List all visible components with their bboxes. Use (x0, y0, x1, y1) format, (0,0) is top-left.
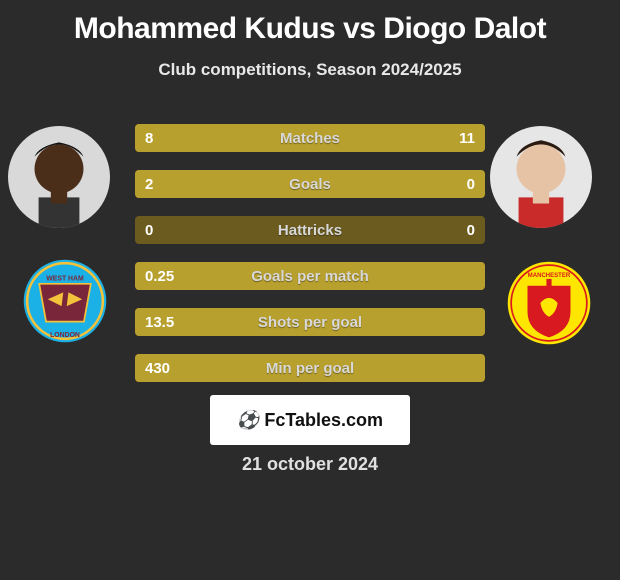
stat-row: Min per goal430 (135, 354, 485, 382)
svg-text:LONDON: LONDON (50, 332, 80, 339)
stat-row: Shots per goal13.5 (135, 308, 485, 336)
stat-label: Goals per match (135, 262, 485, 290)
club-left-badge: WEST HAM LONDON (22, 258, 108, 344)
stat-value-left: 13.5 (135, 308, 184, 336)
stat-value-left: 8 (135, 124, 163, 152)
stat-value-left: 2 (135, 170, 163, 198)
stat-label: Min per goal (135, 354, 485, 382)
player-left-avatar (8, 126, 110, 228)
date-text: 21 october 2024 (0, 454, 620, 475)
stat-label: Matches (135, 124, 485, 152)
stat-row: Hattricks0 0 (135, 216, 485, 244)
stat-row: Matches8 11 (135, 124, 485, 152)
stat-value-left: 0 (135, 216, 163, 244)
svg-text:WEST HAM: WEST HAM (46, 275, 84, 282)
stat-value-left: 0.25 (135, 262, 184, 290)
stat-row: Goals per match0.25 (135, 262, 485, 290)
stat-label: Shots per goal (135, 308, 485, 336)
svg-text:MANCHESTER: MANCHESTER (528, 273, 571, 279)
stat-value-left: 430 (135, 354, 180, 382)
player-right-avatar (490, 126, 592, 228)
page-title: Mohammed Kudus vs Diogo Dalot (0, 0, 620, 46)
stat-row: Goals2 0 (135, 170, 485, 198)
attribution-badge: ⚽ FcTables.com (210, 395, 410, 445)
attribution-text: FcTables.com (264, 410, 383, 431)
attribution-icon: ⚽ (237, 410, 258, 431)
stat-value-right: 0 (457, 170, 485, 198)
stat-value-right: 11 (449, 124, 485, 152)
stat-label: Hattricks (135, 216, 485, 244)
subtitle: Club competitions, Season 2024/2025 (0, 60, 620, 80)
stat-label: Goals (135, 170, 485, 198)
stat-value-right: 0 (457, 216, 485, 244)
club-right-badge: MANCHESTER (506, 260, 592, 346)
stats-panel: Matches811Goals20Hattricks00Goals per ma… (135, 124, 485, 382)
